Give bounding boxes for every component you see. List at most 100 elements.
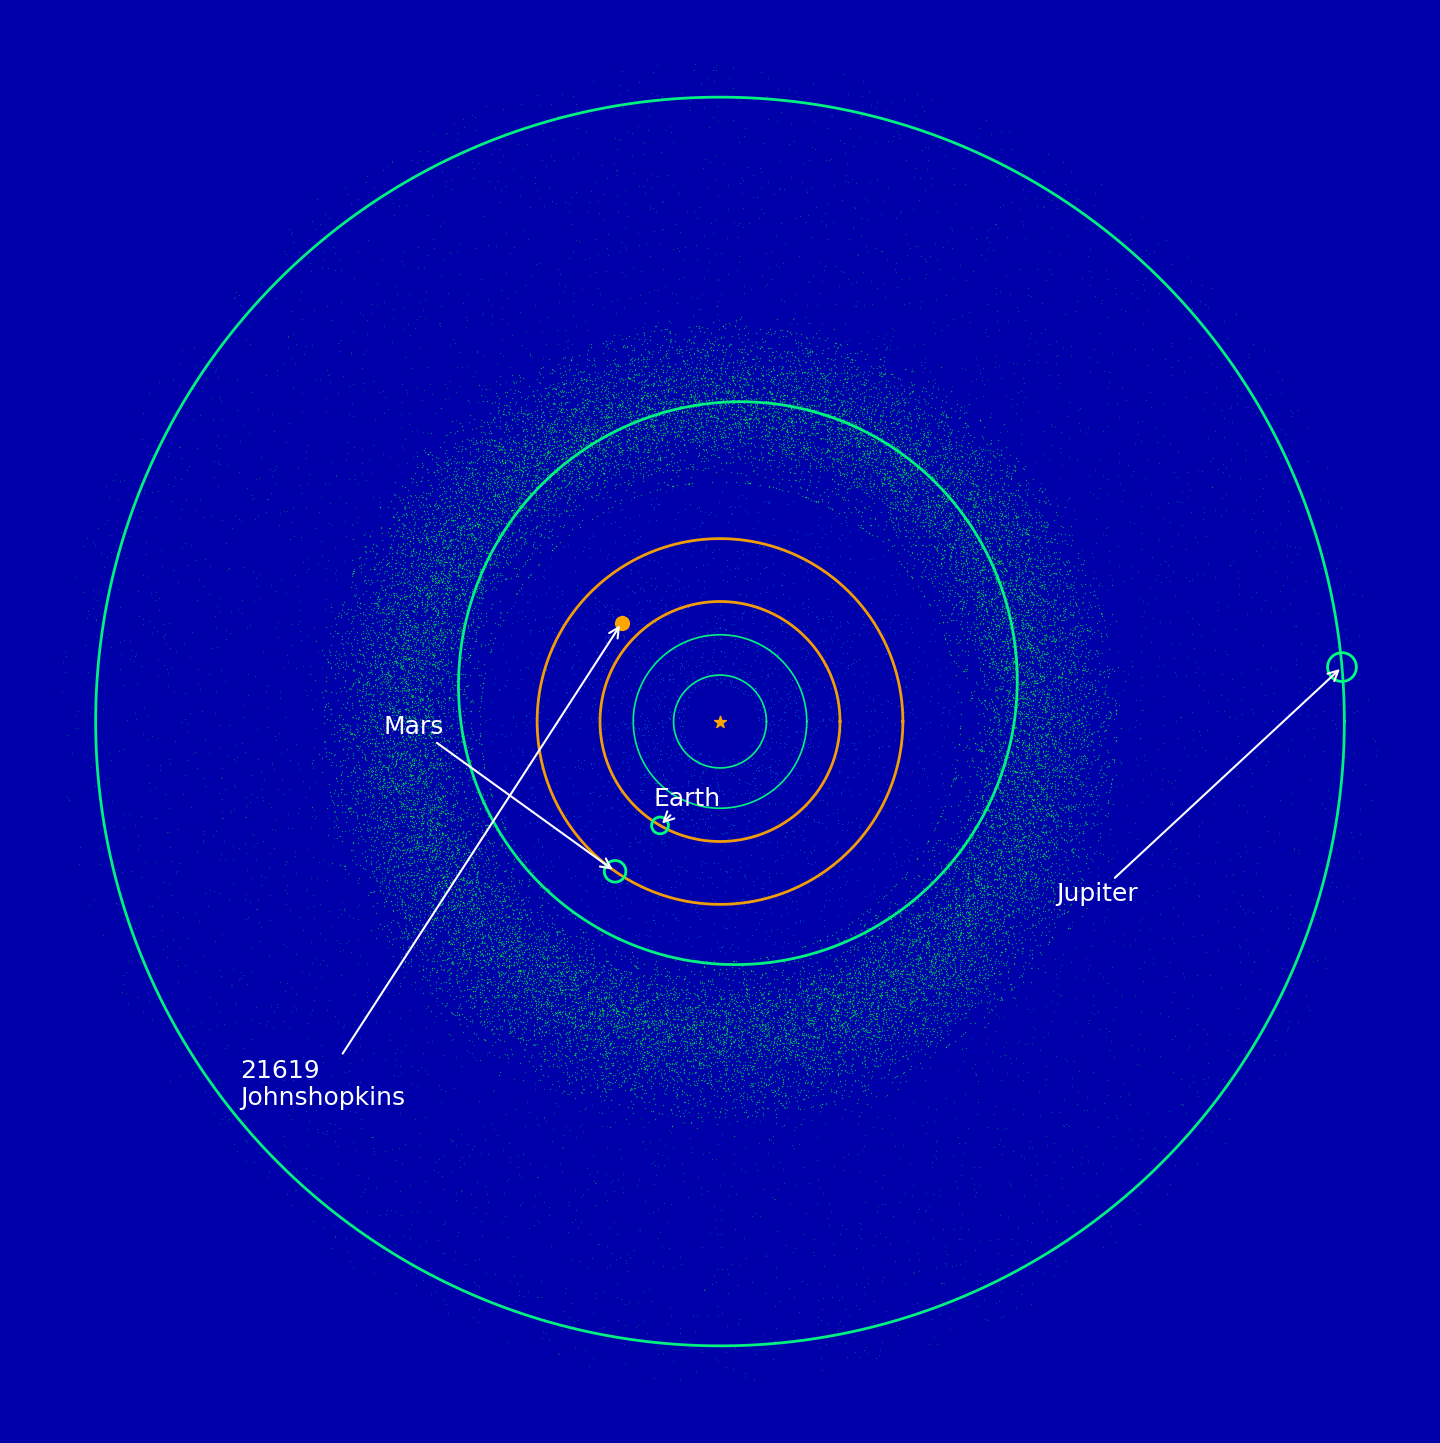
Point [1071, 828, 1094, 851]
Point [780, 322, 804, 345]
Point [500, 934, 523, 957]
Point [842, 662, 865, 685]
Point [850, 489, 873, 512]
Point [834, 1023, 857, 1046]
Point [982, 609, 1005, 632]
Point [953, 1022, 976, 1045]
Point [1066, 631, 1089, 654]
Point [677, 472, 700, 495]
Point [361, 540, 384, 563]
Point [688, 390, 711, 413]
Point [968, 786, 991, 810]
Point [507, 908, 530, 931]
Point [495, 1051, 518, 1074]
Point [474, 817, 497, 840]
Point [762, 1124, 785, 1147]
Point [680, 371, 703, 394]
Point [976, 544, 999, 567]
Point [909, 515, 932, 538]
Point [743, 983, 766, 1006]
Point [456, 499, 480, 522]
Point [432, 939, 455, 962]
Point [779, 407, 802, 430]
Point [742, 400, 765, 423]
Point [717, 1113, 740, 1136]
Point [1028, 1079, 1051, 1102]
Point [743, 684, 766, 707]
Point [318, 622, 341, 645]
Point [949, 922, 972, 945]
Point [429, 566, 452, 589]
Point [580, 756, 603, 779]
Point [521, 977, 544, 1000]
Point [409, 782, 432, 805]
Point [374, 636, 397, 659]
Point [1050, 814, 1073, 837]
Point [557, 1001, 580, 1025]
Point [1021, 812, 1044, 835]
Point [914, 502, 937, 525]
Point [573, 1078, 596, 1101]
Point [798, 423, 821, 446]
Point [373, 401, 396, 424]
Point [822, 801, 845, 824]
Point [685, 345, 708, 368]
Point [1034, 755, 1057, 778]
Point [382, 795, 405, 818]
Point [989, 608, 1012, 631]
Point [727, 1072, 750, 1095]
Point [405, 747, 428, 771]
Point [789, 354, 812, 377]
Point [1093, 710, 1116, 733]
Point [395, 648, 418, 671]
Point [204, 820, 228, 843]
Point [913, 511, 936, 534]
Point [969, 537, 992, 560]
Point [624, 439, 647, 462]
Point [579, 1019, 602, 1042]
Point [719, 66, 742, 89]
Point [1050, 814, 1073, 837]
Point [582, 980, 605, 1003]
Point [816, 587, 840, 610]
Point [580, 455, 603, 478]
Point [477, 851, 500, 874]
Point [876, 466, 899, 489]
Point [395, 759, 418, 782]
Point [458, 889, 481, 912]
Point [693, 1004, 716, 1027]
Point [711, 341, 734, 364]
Point [776, 414, 799, 437]
Point [452, 473, 475, 496]
Point [791, 361, 814, 384]
Point [1012, 825, 1035, 848]
Point [377, 610, 400, 633]
Point [1106, 392, 1129, 416]
Point [1230, 368, 1253, 391]
Point [726, 390, 749, 413]
Point [779, 395, 802, 418]
Point [431, 550, 454, 573]
Point [760, 371, 783, 394]
Point [372, 646, 395, 670]
Point [958, 521, 981, 544]
Point [628, 719, 651, 742]
Point [468, 455, 491, 478]
Point [792, 348, 815, 371]
Point [413, 620, 436, 644]
Point [737, 986, 760, 1009]
Point [698, 831, 721, 854]
Point [994, 657, 1017, 680]
Point [1034, 527, 1057, 550]
Point [932, 483, 955, 506]
Point [1041, 810, 1064, 833]
Point [531, 870, 554, 893]
Point [566, 1007, 589, 1030]
Point [847, 906, 870, 929]
Point [989, 768, 1012, 791]
Point [544, 988, 567, 1012]
Point [455, 944, 478, 967]
Point [1071, 1023, 1094, 1046]
Point [1041, 687, 1064, 710]
Point [936, 928, 959, 951]
